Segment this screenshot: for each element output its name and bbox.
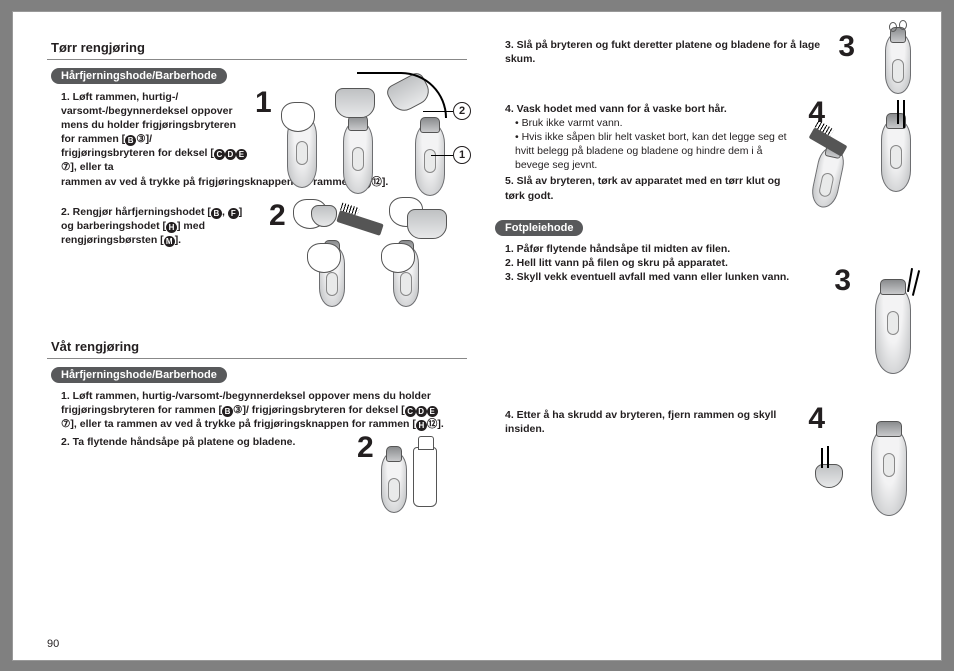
t: ⑫ bbox=[427, 418, 438, 430]
manual-page: Tørr rengjøring Hårfjerningshode/Barberh… bbox=[12, 11, 942, 661]
t: , bbox=[222, 206, 228, 218]
head-icon bbox=[815, 464, 843, 488]
right-step5: 5. Slå av bryteren, tørk av apparatet me… bbox=[491, 174, 801, 202]
water-stream-icon bbox=[827, 446, 829, 468]
illustration-fp3 bbox=[875, 284, 911, 379]
right-step4-b1: Bruk ikke varmt vann. bbox=[491, 116, 791, 130]
glyph: H bbox=[166, 222, 177, 233]
glyph: H bbox=[416, 420, 427, 431]
glyph: E bbox=[427, 406, 438, 417]
head-icon bbox=[407, 209, 447, 239]
device-icon bbox=[381, 451, 407, 513]
section-title-wet: Våt rengjøring bbox=[47, 337, 467, 359]
hand-icon bbox=[381, 243, 415, 273]
leader-line bbox=[431, 155, 453, 157]
callout-1: 1 bbox=[453, 146, 471, 164]
t: ③ bbox=[136, 133, 145, 145]
brush-icon bbox=[336, 210, 383, 236]
t: ]/ frigjøringsbryteren for deksel [ bbox=[242, 404, 404, 416]
t: 2. Rengjør hårfjerningshodet [ bbox=[61, 206, 211, 218]
right-column: 3. Slå på bryteren og fukt deretter plat… bbox=[491, 38, 911, 646]
big-num-1: 1 bbox=[255, 86, 272, 120]
right-step3: 3. Slå på bryteren og fukt deretter plat… bbox=[491, 38, 821, 66]
illustration-step2 bbox=[293, 199, 463, 309]
water-stream-icon bbox=[897, 100, 899, 124]
dry-step1-text: 1. Løft rammen, hurtig-/ varsomt-/begynn… bbox=[47, 90, 247, 175]
illustration-fp4 bbox=[815, 418, 911, 528]
splash-icon bbox=[889, 22, 897, 32]
splash-icon bbox=[899, 20, 907, 30]
glyph: D bbox=[416, 406, 427, 417]
hand-icon bbox=[307, 243, 341, 273]
glyph-b: B bbox=[125, 135, 136, 146]
t: ]. bbox=[437, 418, 443, 430]
water-stream-icon bbox=[903, 100, 905, 128]
right-step4-b2: Hvis ikke såpen blir helt vasket bort, k… bbox=[491, 130, 791, 173]
glyph-e: E bbox=[236, 149, 247, 160]
hand-icon bbox=[281, 102, 315, 132]
device-icon bbox=[415, 122, 445, 196]
head-icon bbox=[311, 205, 337, 227]
soap-bottle-icon bbox=[413, 447, 437, 507]
water-stream-icon bbox=[907, 268, 913, 292]
glyph: M bbox=[164, 236, 175, 247]
device-icon bbox=[885, 32, 911, 94]
wet-step1-text: 1. Løft rammen, hurtig-/varsomt-/begynne… bbox=[47, 389, 447, 432]
t: ⑦ bbox=[61, 161, 70, 173]
t: ], eller ta bbox=[70, 161, 113, 173]
big-num-2-wet: 2 bbox=[357, 431, 374, 465]
glyph-c: C bbox=[214, 149, 225, 160]
leader-line bbox=[423, 111, 453, 113]
illustration-r4 bbox=[815, 106, 911, 216]
glyph-d: D bbox=[225, 149, 236, 160]
big-num-3fp: 3 bbox=[834, 264, 851, 298]
right-step4: 4. Vask hodet med vann for å vaske bort … bbox=[491, 102, 801, 116]
water-stream-icon bbox=[912, 270, 920, 296]
big-num-2: 2 bbox=[269, 199, 286, 233]
page-number: 90 bbox=[47, 638, 59, 650]
section-title-dry: Tørr rengjøring bbox=[47, 38, 467, 60]
device-icon bbox=[343, 120, 373, 194]
callout-2: 2 bbox=[453, 102, 471, 120]
device-icon bbox=[875, 284, 911, 374]
pill-footcare: Fotpleiehode bbox=[495, 220, 583, 236]
glyph: C bbox=[405, 406, 416, 417]
glyph: B bbox=[211, 208, 222, 219]
t: ]. bbox=[175, 234, 181, 246]
fp-step3: 3. Skyll vekk eventuell avfall med vann … bbox=[491, 270, 821, 284]
fp-step4: 4. Etter å ha skrudd av bryteren, fjern … bbox=[491, 408, 791, 436]
illustration-r3 bbox=[885, 32, 911, 99]
dry-step2-text: 2. Rengjør hårfjerningshodet [B, F] og b… bbox=[47, 205, 257, 248]
device-icon bbox=[871, 426, 907, 516]
big-num-3r: 3 bbox=[838, 30, 855, 64]
pill-head-shaver-1: Hårfjerningshode/Barberhode bbox=[51, 68, 227, 84]
t: ⑦ bbox=[61, 418, 70, 430]
water-stream-icon bbox=[821, 448, 823, 468]
illustration-step1: 2 1 bbox=[277, 90, 467, 210]
left-column: Tørr rengjøring Hårfjerningshode/Barberh… bbox=[47, 38, 467, 646]
glyph: B bbox=[222, 406, 233, 417]
t: ], eller ta rammen av ved å trykke på fr… bbox=[70, 418, 415, 430]
fp-step1: 1. Påfør flytende håndsåpe til midten av… bbox=[491, 242, 911, 256]
pill-head-shaver-2: Hårfjerningshode/Barberhode bbox=[51, 367, 227, 383]
glyph: F bbox=[228, 208, 239, 219]
device-icon bbox=[881, 118, 911, 192]
